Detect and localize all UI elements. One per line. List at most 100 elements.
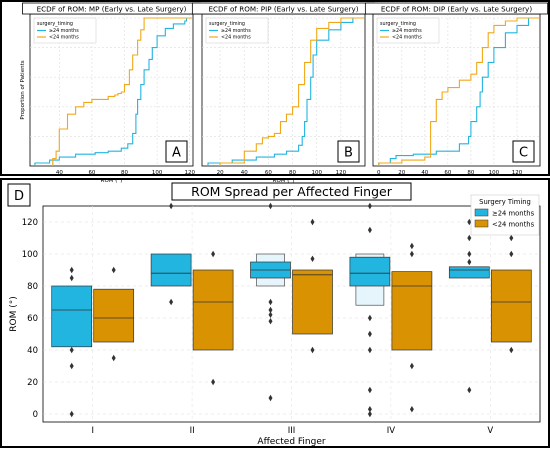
box (93, 288, 135, 343)
x-tick-label: 100 (311, 170, 322, 176)
x-tick-label: 80 (467, 170, 474, 176)
outlier-point (367, 406, 372, 413)
bottom-panel-frame (0, 178, 550, 448)
ecdf-line-ge24 (34, 17, 192, 166)
panel-title: ECDF of ROM: DIP (Early vs. Late Surgery… (381, 5, 532, 14)
outlier-point (509, 250, 514, 258)
outlier-point (467, 250, 472, 258)
y-axis-label: ROM (°) (9, 296, 19, 332)
ecdf-panel-a: 40 60 80 100 120 ECDF of ROM: MP (Early vs. L… (20, 2, 201, 184)
legend-entry: <24 months (49, 35, 79, 41)
x-tick-label: 60 (265, 170, 272, 176)
legend-swatch (474, 208, 489, 217)
outlier-point (211, 378, 216, 386)
legend-entry: <24 months (221, 35, 251, 41)
legend-title: surgery_timing (37, 21, 73, 27)
ecdf-line-lt24 (378, 17, 539, 166)
x-tick-label: 40 (241, 170, 248, 176)
outlier-point (69, 362, 74, 370)
x-tick-label: 80 (289, 170, 296, 176)
box (448, 266, 490, 279)
outlier-point (409, 242, 414, 250)
outlier-point (69, 346, 74, 354)
outlier-point (111, 354, 116, 362)
outlier-point (268, 394, 273, 402)
y-axis-label: Proportion of Patients (20, 60, 26, 119)
x-tick-label: 120 (336, 170, 347, 176)
legend-entry: <24 months (492, 221, 535, 229)
panel-title-box (364, 2, 549, 15)
outlier-point (268, 318, 273, 325)
panel-letter: D (14, 189, 24, 204)
x-axis-label: Affected Finger (257, 437, 325, 447)
outlier-point (409, 362, 414, 370)
panel-letter-box (512, 140, 535, 163)
legend-entry: ≥24 months (392, 28, 422, 34)
x-tick-label: 60 (88, 170, 95, 176)
x-axis-label: ROM (°) (273, 178, 295, 184)
y-tick-label: 120 (22, 218, 38, 228)
ecdf-panel-c: 0 20 40 60 80 100 120 ECDF of ROM: DIP (Early v… (364, 2, 549, 176)
panel-letter: C (519, 146, 528, 161)
outlier-point (367, 346, 372, 354)
y-tick-label: 0 (33, 410, 38, 420)
legend-entry: ≥24 months (49, 28, 79, 34)
panel-title: ECDF of ROM: MP (Early vs. Late Surgery) (37, 5, 187, 14)
outlier-point (409, 250, 414, 258)
outlier-point (69, 266, 74, 274)
outlier-point (111, 266, 116, 274)
box (292, 269, 333, 335)
top-panel-frame (0, 0, 550, 176)
legend-entry: ≥24 months (221, 28, 251, 34)
outlier-point (268, 202, 273, 210)
box (192, 269, 234, 351)
box (150, 253, 192, 287)
x-tick-label: 120 (512, 170, 523, 176)
box (349, 256, 391, 287)
legend-swatch (474, 219, 489, 228)
outlier-point (367, 202, 372, 210)
outlier-point (169, 298, 174, 306)
outlier-point (467, 234, 472, 242)
ecdf-line-ge24 (378, 17, 539, 166)
y-tick-label: 100 (22, 250, 38, 260)
x-tick-label: 20 (398, 170, 405, 176)
legend-title: surgery_timing (380, 21, 416, 27)
outlier-point (367, 410, 372, 418)
x-tick-label: 100 (489, 170, 500, 176)
outlier-point (467, 386, 472, 394)
outlier-point (310, 255, 315, 262)
x-tick-label: 120 (184, 170, 195, 176)
x-tick-label: II (190, 426, 195, 436)
panel-title: ROM Spread per Affected Finger (191, 184, 393, 199)
ecdf-line-lt24 (52, 17, 192, 166)
y-tick-label: 60 (27, 314, 38, 324)
x-tick-label: IV (387, 426, 396, 436)
x-tick-label: 100 (152, 170, 163, 176)
panel-letter-box (7, 183, 31, 207)
outlier-point (211, 250, 216, 258)
outlier-point (69, 410, 74, 418)
outlier-point (268, 298, 273, 306)
box (391, 271, 433, 351)
outlier-point (367, 226, 372, 234)
box (51, 285, 93, 348)
outlier-point (268, 306, 273, 314)
panel-letter: A (172, 146, 181, 161)
outlier-point (367, 314, 372, 322)
legend-entry: <24 months (392, 35, 422, 41)
x-axis-label: ROM (°) (101, 178, 123, 184)
outlier-point (467, 258, 472, 266)
y-tick-label: 80 (27, 282, 38, 292)
panel-letter: B (344, 146, 353, 161)
box (490, 269, 532, 343)
x-tick-label: 60 (444, 170, 451, 176)
panel-title: ECDF of ROM: PIP (Early vs. Late Surgery… (208, 5, 358, 14)
outlier-point (409, 406, 414, 413)
x-tick-label: 0 (377, 170, 381, 176)
outlier-point (310, 218, 315, 226)
ecdf-line-lt24 (219, 17, 364, 166)
x-tick-label: 20 (217, 170, 224, 176)
